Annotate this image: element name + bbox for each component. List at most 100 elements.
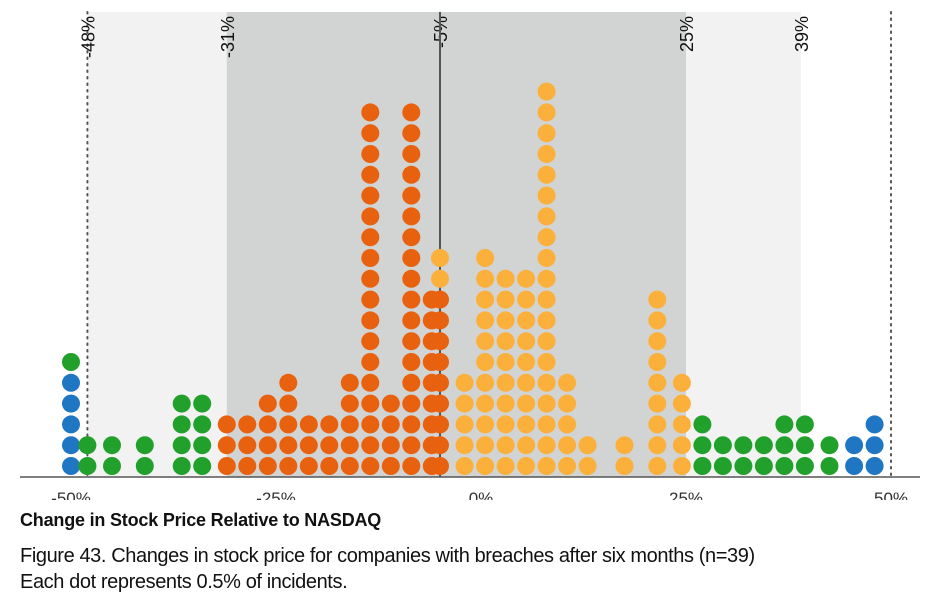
dot-light-orange — [537, 415, 556, 434]
dot-light-orange — [496, 353, 515, 371]
dot-dark-orange — [258, 415, 277, 434]
dot-dark-orange — [361, 311, 380, 330]
dot-green — [795, 415, 814, 434]
dot-light-orange — [558, 436, 577, 455]
dot-blue — [845, 457, 864, 475]
dot-light-orange — [672, 457, 691, 475]
dot-blue — [845, 436, 864, 455]
dot-light-orange — [496, 457, 515, 475]
dot-dark-orange — [402, 269, 421, 288]
dot-light-orange — [537, 290, 556, 309]
dot-light-orange — [496, 394, 515, 413]
dot-light-orange — [476, 332, 495, 351]
dot-dark-orange — [238, 415, 257, 434]
dot-light-orange — [537, 165, 556, 184]
dot-light-orange — [517, 415, 536, 434]
dot-dark-orange — [402, 311, 421, 330]
dot-light-orange — [517, 394, 536, 413]
dot-stacks — [62, 82, 884, 475]
dot-green — [172, 394, 191, 413]
dot-dark-orange — [361, 186, 380, 205]
dot-dark-orange — [340, 436, 359, 455]
ref-label: 39% — [792, 16, 812, 52]
dot-dark-orange — [361, 269, 380, 288]
dot-dark-orange — [320, 436, 339, 455]
x-tick-label: 0% — [469, 489, 494, 500]
dot-light-orange — [476, 290, 495, 309]
dot-dark-orange — [431, 373, 449, 392]
dot-light-orange — [537, 186, 556, 205]
dot-dark-orange — [381, 415, 400, 434]
dot-light-orange — [537, 353, 556, 371]
dot-light-orange — [537, 311, 556, 330]
dot-dark-orange — [361, 436, 380, 455]
dot-light-orange — [537, 228, 556, 247]
dot-light-orange — [517, 311, 536, 330]
dot-dark-orange — [217, 415, 236, 434]
dot-dark-orange — [340, 457, 359, 475]
dot-light-orange — [672, 394, 691, 413]
dot-light-orange — [537, 145, 556, 163]
dot-dark-orange — [431, 311, 449, 330]
dot-dark-orange — [431, 332, 449, 351]
dot-dark-orange — [402, 394, 421, 413]
dot-dark-orange — [402, 228, 421, 247]
x-tick-label: -50% — [51, 489, 91, 500]
dot-dark-orange — [361, 332, 380, 351]
dot-blue — [62, 415, 80, 434]
dot-light-orange — [537, 103, 556, 122]
dot-light-orange — [476, 436, 495, 455]
dot-blue — [62, 436, 80, 455]
dot-dark-orange — [299, 415, 318, 434]
dot-light-orange — [496, 332, 515, 351]
ref-label: 25% — [677, 16, 697, 52]
figure-caption-note: Each dot represents 0.5% of incidents. — [20, 571, 348, 593]
dot-green — [78, 436, 97, 455]
dot-dark-orange — [402, 207, 421, 226]
dot-dark-orange — [381, 394, 400, 413]
dot-light-orange — [615, 436, 634, 455]
dot-light-orange — [648, 373, 667, 392]
dot-light-orange — [537, 394, 556, 413]
dot-dark-orange — [279, 394, 298, 413]
dot-light-orange — [455, 373, 474, 392]
dot-light-orange — [431, 249, 449, 267]
dot-green — [693, 436, 712, 455]
dot-light-orange — [648, 332, 667, 351]
dot-dark-orange — [279, 373, 298, 392]
dot-light-orange — [578, 436, 597, 455]
dot-light-orange — [537, 207, 556, 226]
dot-blue — [865, 436, 884, 455]
dot-dark-orange — [381, 436, 400, 455]
dot-dark-orange — [361, 145, 380, 163]
dot-light-orange — [537, 436, 556, 455]
dot-dark-orange — [299, 457, 318, 475]
dot-dark-orange — [361, 394, 380, 413]
x-tick-label: 25% — [669, 489, 703, 500]
dot-light-orange — [648, 457, 667, 475]
dot-green — [775, 436, 794, 455]
dot-light-orange — [537, 82, 556, 101]
dot-dark-orange — [279, 415, 298, 434]
dot-dark-orange — [402, 290, 421, 309]
dot-light-orange — [517, 353, 536, 371]
dot-light-orange — [431, 269, 449, 288]
dot-dark-orange — [258, 436, 277, 455]
dot-light-orange — [537, 332, 556, 351]
dot-green — [193, 457, 212, 475]
dot-green — [734, 457, 753, 475]
dot-green — [103, 457, 121, 475]
dot-dark-orange — [402, 373, 421, 392]
dot-dark-orange — [402, 186, 421, 205]
dot-green — [820, 436, 839, 455]
dot-dark-orange — [402, 124, 421, 143]
dot-dark-orange — [431, 436, 449, 455]
dot-light-orange — [455, 457, 474, 475]
dot-green — [193, 415, 212, 434]
dot-light-orange — [648, 415, 667, 434]
dot-light-orange — [517, 457, 536, 475]
dot-light-orange — [517, 436, 536, 455]
dot-plot-chart: -48%-31%-5%25%39% -50%-25%0%25%50% — [20, 11, 920, 500]
dot-green — [795, 436, 814, 455]
dot-green — [172, 457, 191, 475]
